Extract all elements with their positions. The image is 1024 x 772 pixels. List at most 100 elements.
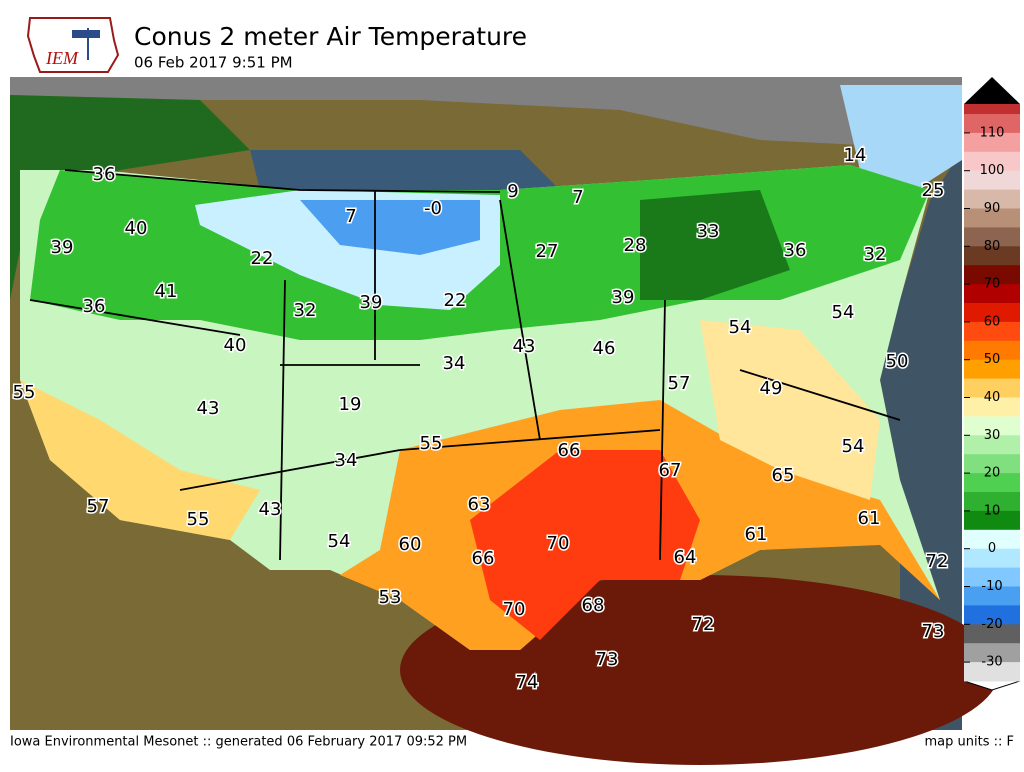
cold-core (300, 200, 480, 255)
station-label: 55 (420, 433, 443, 454)
colorbar-tick-label: 90 (984, 201, 1001, 216)
station-label: 43 (513, 336, 536, 357)
station-label: 36 (784, 240, 807, 261)
border (64, 169, 501, 193)
se-warm (700, 320, 880, 500)
colorbar-swatch (964, 643, 1020, 663)
colorbar-swatch (964, 416, 1020, 436)
colorbar-swatch (964, 170, 1020, 191)
station-label: 70 (503, 599, 526, 620)
colorbar-swatch (964, 151, 1020, 172)
colorbar-swatch (964, 473, 1020, 493)
station-label: 54 (729, 317, 752, 338)
border (399, 429, 661, 451)
station-label: 28 (624, 235, 647, 256)
station-label: 61 (858, 508, 881, 529)
colorbar-tick-label: 20 (984, 466, 1001, 481)
station-label: 36 (93, 164, 116, 185)
atlantic (760, 150, 962, 730)
colorbar-swatch (964, 435, 1020, 455)
colorbar-swatch (964, 397, 1020, 417)
station-label: 73 (922, 621, 945, 642)
colorbar-swatch (964, 265, 1020, 285)
station-label: 72 (926, 551, 949, 572)
footer-left: Iowa Environmental Mesonet :: generated … (10, 735, 467, 750)
station-label: 14 (844, 145, 867, 166)
colorbar-swatch (964, 529, 1020, 550)
colorbar-tick-label: 80 (984, 239, 1001, 254)
colorbar-swatch (964, 340, 1020, 361)
colorbar-swatch (964, 378, 1020, 398)
colorbar-swatch (964, 662, 1020, 682)
colorbar-swatch (964, 605, 1020, 625)
colorbar-swatch (964, 284, 1020, 304)
colorbar-swatch (964, 586, 1020, 606)
border (279, 279, 286, 561)
border (29, 299, 241, 336)
logo-icon (72, 30, 100, 38)
colorbar-tick-label: 40 (984, 390, 1001, 405)
station-label: 54 (842, 436, 865, 457)
station-label: 63 (468, 494, 491, 515)
canada-shade (10, 77, 962, 150)
colorbar-tick-label: -30 (981, 655, 1002, 670)
title: Conus 2 meter Air Temperature (134, 22, 527, 51)
colorbar-swatch (964, 548, 1020, 569)
station-label: 55 (13, 382, 36, 403)
station-label: 57 (87, 496, 110, 517)
station-label: 40 (224, 335, 247, 356)
station-label: 41 (155, 281, 178, 302)
station-label: 66 (472, 548, 495, 569)
station-label: 36 (83, 296, 106, 317)
colorbar-tick-label: -20 (981, 617, 1002, 632)
colorbar-cap (964, 104, 1020, 114)
colorbar-swatch (964, 114, 1020, 134)
station-label: 34 (443, 353, 466, 374)
station-label: 39 (51, 237, 74, 258)
station-label: 50 (886, 351, 909, 372)
station-label: 54 (832, 302, 855, 323)
borders (29, 169, 901, 561)
border (739, 369, 901, 421)
station-label: 40 (125, 218, 148, 239)
colorbar-swatch (964, 359, 1020, 380)
station-label: 54 (328, 531, 351, 552)
colorbar-tick-label: 70 (984, 277, 1001, 292)
station-label: 67 (659, 460, 682, 481)
station-label: 68 (582, 595, 605, 616)
colorbar-swatch (964, 208, 1020, 228)
station-label: 25 (922, 180, 945, 201)
station-label: 46 (593, 338, 616, 359)
station-label: 39 (612, 287, 635, 308)
station-label: 9 (507, 181, 518, 202)
station-label: 61 (745, 524, 768, 545)
colorbar-swatch (964, 132, 1020, 153)
station-label: 49 (760, 378, 783, 399)
station-label: -0 (424, 198, 442, 219)
station-label: 22 (444, 290, 467, 311)
colorbar-top (964, 77, 1020, 104)
colorbar-swatch (964, 189, 1020, 209)
station-label: 70 (547, 533, 570, 554)
subtitle: 06 Feb 2017 9:51 PM (134, 54, 293, 72)
colorbar-swatch (964, 227, 1020, 247)
station-label: 66 (558, 440, 581, 461)
colorbar-tick-label: 10 (984, 503, 1001, 518)
station-label: 32 (294, 300, 317, 321)
station-label: 34 (335, 450, 358, 471)
footer-right: map units :: F (925, 735, 1014, 750)
station-label: 43 (259, 499, 282, 520)
station-label: 74 (516, 672, 539, 693)
station-label: 39 (360, 292, 383, 313)
sw-warm (20, 380, 260, 540)
station-label: 55 (187, 509, 210, 530)
colorbar-swatch (964, 321, 1020, 342)
colorbar-swatch (964, 510, 1020, 531)
colorbar-tick-label: 60 (984, 314, 1001, 329)
station-label: 22 (251, 248, 274, 269)
station-label: 60 (399, 534, 422, 555)
